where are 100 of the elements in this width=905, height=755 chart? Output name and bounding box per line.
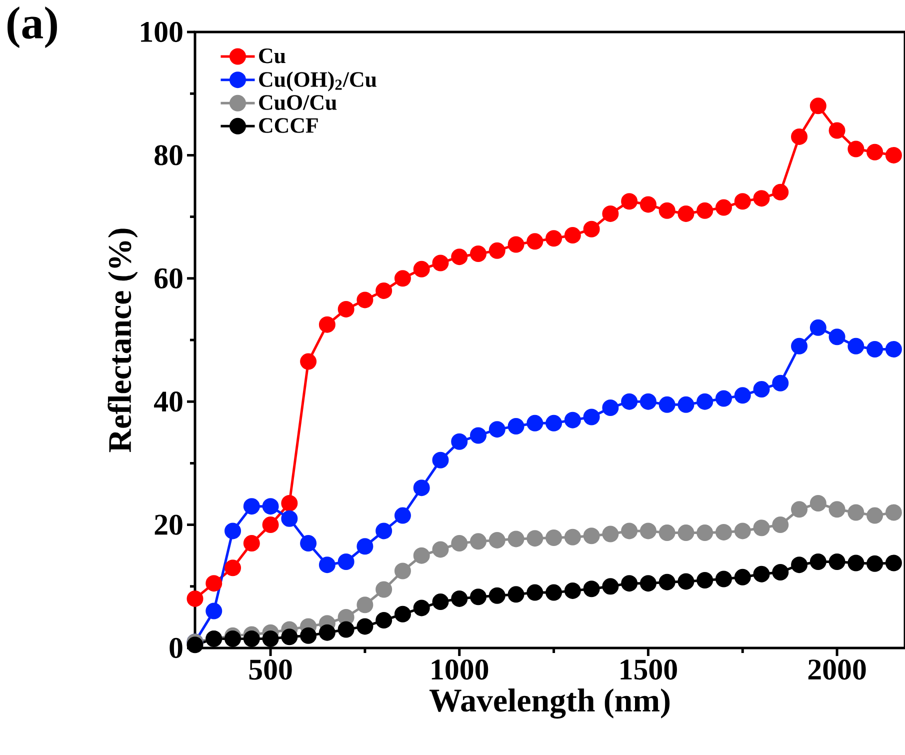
point (451, 535, 468, 552)
point (488, 532, 506, 548)
point (658, 574, 676, 590)
point (640, 393, 656, 410)
point (810, 319, 826, 336)
point (791, 338, 808, 354)
point (621, 193, 638, 210)
point (394, 507, 411, 524)
point (413, 547, 430, 564)
point (300, 627, 317, 644)
point (376, 612, 392, 629)
point (470, 588, 486, 606)
point (318, 624, 336, 641)
point (696, 202, 714, 219)
point (508, 236, 524, 253)
point (470, 427, 486, 444)
point (678, 524, 694, 542)
point (526, 530, 544, 547)
point (206, 575, 222, 592)
point (885, 146, 902, 164)
point (810, 554, 826, 570)
x-tick-label: 2000 (808, 660, 866, 680)
point (243, 535, 260, 552)
point (413, 260, 430, 278)
point (753, 190, 770, 207)
legend-label: CuO/Cu (259, 95, 337, 110)
point (885, 554, 902, 572)
point (658, 202, 676, 219)
point (318, 556, 336, 574)
point (885, 504, 902, 521)
point (546, 230, 562, 247)
point (243, 498, 260, 515)
point (828, 501, 846, 518)
point (621, 522, 638, 540)
point (791, 501, 808, 518)
point (866, 507, 884, 524)
point (602, 400, 619, 416)
point (848, 338, 864, 354)
point (602, 205, 619, 222)
point (488, 587, 506, 604)
point (583, 220, 600, 238)
point (734, 522, 751, 540)
point (451, 433, 468, 450)
point (564, 528, 581, 546)
point (546, 584, 562, 601)
point (753, 381, 770, 398)
point (696, 524, 714, 542)
point (866, 144, 884, 160)
point (772, 374, 789, 392)
y-tick-label: 60 (154, 268, 182, 288)
point (318, 316, 336, 333)
point (640, 522, 656, 540)
point (224, 560, 242, 576)
point (696, 572, 714, 588)
point (432, 541, 449, 558)
point (470, 533, 486, 550)
y-axis-title: Reflectance (%) (108, 228, 138, 452)
point (394, 270, 411, 287)
point (413, 600, 430, 616)
legend-label: CCCF (259, 118, 318, 133)
point (186, 636, 204, 654)
point (338, 621, 354, 638)
point (772, 516, 789, 534)
point (338, 300, 354, 318)
point (828, 328, 846, 346)
y-tick-label: 20 (154, 514, 182, 535)
point (432, 594, 449, 610)
point (734, 387, 751, 404)
point (810, 494, 826, 512)
y-tick-label: 80 (154, 145, 182, 166)
point (451, 590, 468, 607)
y-tick-label: 0 (170, 638, 182, 658)
point (546, 529, 562, 546)
point (488, 242, 506, 259)
point (866, 555, 884, 572)
point (262, 498, 279, 515)
point (526, 233, 544, 250)
point (224, 630, 242, 648)
point (715, 199, 732, 216)
point (810, 98, 826, 114)
point (508, 418, 524, 434)
point (621, 575, 638, 592)
point (753, 520, 770, 536)
point (526, 414, 544, 432)
point (583, 580, 600, 598)
point (300, 353, 317, 370)
point (734, 568, 751, 586)
point (791, 128, 808, 145)
point (866, 340, 884, 358)
point (376, 282, 392, 299)
point (715, 524, 732, 540)
point (281, 494, 298, 512)
x-axis-title: Wavelength (nm) (429, 688, 670, 719)
y-tick-label: 40 (154, 392, 182, 412)
y-tick-label: 100 (141, 22, 182, 42)
point (224, 522, 242, 540)
point (583, 528, 600, 544)
point (715, 390, 732, 407)
point (508, 586, 524, 603)
point (602, 526, 619, 542)
